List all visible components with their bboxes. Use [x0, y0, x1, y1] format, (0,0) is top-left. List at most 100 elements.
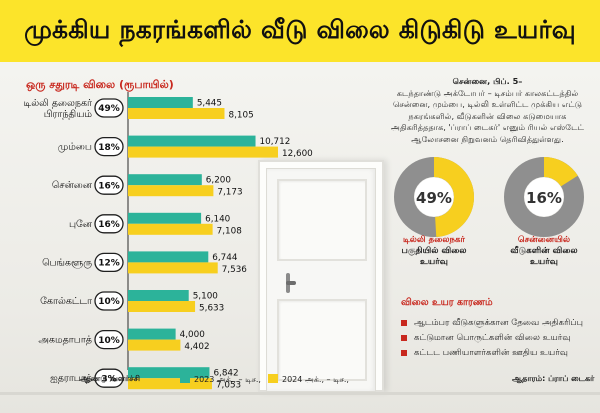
- value-label-2023: 6,744: [212, 253, 238, 263]
- growth-badge: [94, 329, 124, 350]
- bar-2024: [128, 262, 218, 274]
- reason-text: கட்டட பணியாளர்களின் ஊதிய உயர்வு: [414, 348, 568, 358]
- growth-label: 10%: [98, 297, 120, 307]
- reason-item: கட்டட பணியாளர்களின் ஊதிய உயர்வு: [401, 346, 583, 361]
- value-label-2024: 5,633: [199, 304, 224, 314]
- category-label: டில்லி தலைநகர்: [24, 98, 93, 109]
- bar-2023: [128, 328, 176, 340]
- bar-2024: [128, 223, 213, 235]
- growth-label: 16%: [98, 181, 120, 191]
- value-label-2024: 7,173: [217, 188, 242, 198]
- legend-label-2023: 2023 அக்., – டிச.,: [194, 375, 261, 384]
- category-label: கோல்கட்டா: [40, 296, 93, 307]
- value-label-2024: 12,600: [282, 149, 313, 159]
- bullet-square-icon: [401, 335, 407, 341]
- donut-center: [414, 177, 454, 217]
- title-banner: முக்கிய நகரங்களில் வீடு விலை கிடுகிடு உய…: [0, 0, 600, 62]
- chart-subtitle: ஒரு சதுரடி விலை (ரூபாயில்): [26, 78, 174, 91]
- reason-text: ஆடம்பர வீடுகளுக்கான தேவை அதிகரிப்பு: [414, 318, 584, 328]
- value-label-2023: 6,140: [205, 214, 231, 224]
- value-label-2024: 7,536: [222, 265, 248, 275]
- door-panel-bottom: [277, 299, 367, 381]
- growth-badge: [94, 252, 124, 273]
- category-label: ஐதராபாத்: [50, 373, 93, 384]
- reasons-list: ஆடம்பர வீடுகளுக்கான தேவை அதிகரிப்பு கட்ட…: [401, 316, 583, 361]
- door-handle: [286, 281, 296, 285]
- bar-2023: [128, 212, 202, 224]
- page-title: முக்கிய நகரங்களில் வீடு விலை கிடுகிடு உய…: [24, 14, 576, 44]
- bar-2023: [128, 367, 210, 379]
- growth-badge: [94, 98, 124, 118]
- category-label: அகமதாபாத்: [38, 335, 92, 346]
- growth-label: 3%: [101, 374, 116, 384]
- donut-center: [524, 177, 564, 217]
- description-text: கடந்தாண்டு அக்டோபர் – டிசம்பர் காலகட்டத்…: [390, 87, 585, 144]
- door-panel-top: [277, 179, 367, 261]
- category-label: பிராந்தியம்: [44, 109, 93, 120]
- bar-2024: [128, 146, 278, 158]
- legend-swatch-2023: [180, 374, 190, 383]
- bar-2023: [128, 97, 193, 108]
- bar-2024: [128, 185, 214, 197]
- donut-arc: [504, 157, 584, 237]
- source-note: ஆதாரம்: ப்ராப் டைகர்: [512, 374, 595, 383]
- value-label-2024: 7,108: [217, 226, 242, 236]
- value-label-2023: 4,000: [180, 330, 206, 340]
- growth-label: 18%: [98, 143, 120, 153]
- reasons-title: விலை உயர காரணம்: [401, 297, 493, 308]
- donut-caption-chennai-title: சென்னையில்: [517, 235, 571, 245]
- price-chart: டில்லி தலைநகர்பிராந்தியம் 49%5,4458,105மு…: [24, 92, 584, 391]
- value-label-2024: 4,402: [184, 342, 209, 352]
- growth-label: 10%: [98, 336, 120, 346]
- bar-2024: [128, 108, 225, 119]
- bar-2023: [128, 135, 256, 147]
- donut-arc: [394, 157, 474, 237]
- donut-caption-chennai-text: வீடுகளின் விலை உயர்வு: [510, 246, 578, 267]
- growth-label: 16%: [98, 220, 120, 230]
- category-label: பெங்களூரு: [42, 257, 92, 268]
- reason-item: ஆடம்பர வீடுகளுக்கான தேவை அதிகரிப்பு: [401, 316, 583, 331]
- donut-value-label: 49%: [416, 189, 452, 207]
- growth-label: 49%: [98, 104, 120, 114]
- donut-caption-delhi: டில்லி தலைநகர் பகுதியில் விலை உயர்வு: [398, 235, 470, 268]
- bar-2023: [128, 251, 209, 263]
- bar-2024: [128, 378, 212, 390]
- growth-badge: [94, 214, 124, 234]
- dateline: சென்னை, பிப். 5–: [452, 76, 523, 86]
- bar-2023: [128, 174, 202, 186]
- donut-value-label: 16%: [526, 189, 562, 207]
- value-label-2024: 8,105: [228, 111, 253, 121]
- value-label-2024: 7,053: [216, 381, 241, 391]
- growth-badge: [94, 175, 124, 195]
- growth-footer-label: ஆண்டு வளர்ச்சி: [80, 374, 140, 383]
- category-label: சென்னை: [52, 180, 93, 191]
- donut-caption-delhi-title: டில்லி தலைநகர்: [402, 235, 466, 245]
- description-block: சென்னை, பிப். 5– கடந்தாண்டு அக்டோபர் – ட…: [385, 76, 590, 146]
- door-illustration: [266, 168, 376, 392]
- value-label-2023: 5,445: [197, 99, 222, 109]
- bar-2024: [128, 339, 181, 351]
- legend-2024: 2024 அக்., – டிச.,: [268, 374, 349, 385]
- bullet-square-icon: [401, 350, 407, 356]
- growth-badge: [94, 368, 124, 388]
- reason-text: கட்டுமான பொருட்களின் விலை உயர்வு: [414, 333, 571, 343]
- donut-caption-delhi-text: பகுதியில் விலை உயர்வு: [401, 246, 467, 267]
- growth-badge: [94, 136, 124, 157]
- legend-label-2024: 2024 அக்., – டிச.,: [282, 375, 349, 384]
- floor-line: [0, 392, 600, 395]
- category-label: புனே: [69, 219, 93, 230]
- value-label-2023: 6,842: [213, 369, 238, 379]
- growth-label: 12%: [98, 259, 120, 269]
- value-label-2023: 6,200: [206, 176, 232, 186]
- reason-item: கட்டுமான பொருட்களின் விலை உயர்வு: [401, 331, 583, 346]
- donut-caption-chennai: சென்னையில் வீடுகளின் விலை உயர்வு: [504, 235, 584, 268]
- bar-2024: [128, 301, 196, 312]
- bar-2023: [128, 290, 189, 301]
- bullet-square-icon: [401, 320, 407, 326]
- legend-2023: 2023 அக்., – டிச.,: [180, 374, 261, 385]
- category-label: மும்பை: [58, 142, 92, 153]
- legend-swatch-2024: [268, 374, 278, 383]
- growth-badge: [94, 291, 124, 311]
- value-label-2023: 10,712: [260, 137, 291, 147]
- value-label-2023: 5,100: [193, 292, 219, 302]
